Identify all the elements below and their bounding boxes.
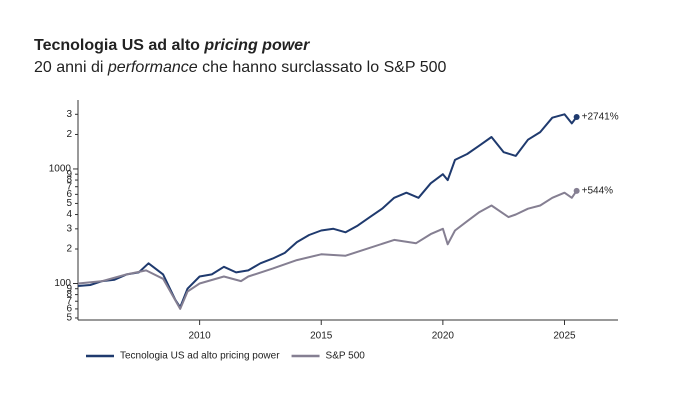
chart-subtitle: 20 anni di performance che hanno surclas… — [34, 59, 447, 76]
x-tick-label: 2025 — [553, 331, 576, 342]
subtitle-part: performance — [107, 59, 198, 76]
title-part: pricing power — [203, 37, 310, 54]
y-tick-label: 100 — [54, 278, 71, 289]
end-dot — [573, 114, 580, 121]
x-tick-label: 2020 — [432, 331, 455, 342]
x-tick-label: 2010 — [188, 331, 211, 342]
y-tick-label: 6 — [66, 304, 72, 315]
y-tick-label: 5 — [66, 198, 72, 209]
y-tick-label: 9 — [66, 283, 72, 294]
y-tick-label: 8 — [66, 175, 72, 186]
y-tick-label: 5 — [66, 313, 72, 324]
y-tick-label: 8 — [66, 289, 72, 300]
legend-label: Tecnologia US ad alto pricing power — [120, 351, 280, 362]
line — [77, 190, 578, 310]
x-tick-label: 2015 — [310, 331, 333, 342]
y-tick-label: 2 — [66, 244, 72, 255]
y-tick-label: 3 — [66, 223, 72, 234]
y-tick-label: 3 — [66, 109, 72, 120]
subtitle-part: 20 anni di — [34, 59, 108, 76]
end-label: +544% — [582, 185, 614, 196]
line — [77, 113, 578, 309]
end-label: +2741% — [582, 112, 619, 123]
y-tick-label: 9 — [66, 169, 72, 180]
end-dot — [573, 187, 580, 194]
y-tick-label: 4 — [66, 209, 72, 220]
chart-title: Tecnologia US ad alto pricing power — [34, 37, 310, 54]
y-tick-label: 7 — [66, 181, 72, 192]
y-tick-label: 6 — [66, 189, 72, 200]
y-tick-label: 2 — [66, 129, 72, 140]
y-tick-label: 7 — [66, 296, 72, 307]
title-part: Tecnologia US ad alto — [34, 37, 204, 54]
legend-label: S&P 500 — [326, 351, 366, 362]
subtitle-part: che hanno surclassato lo S&P 500 — [198, 59, 447, 76]
y-tick-label: 1000 — [49, 164, 72, 175]
